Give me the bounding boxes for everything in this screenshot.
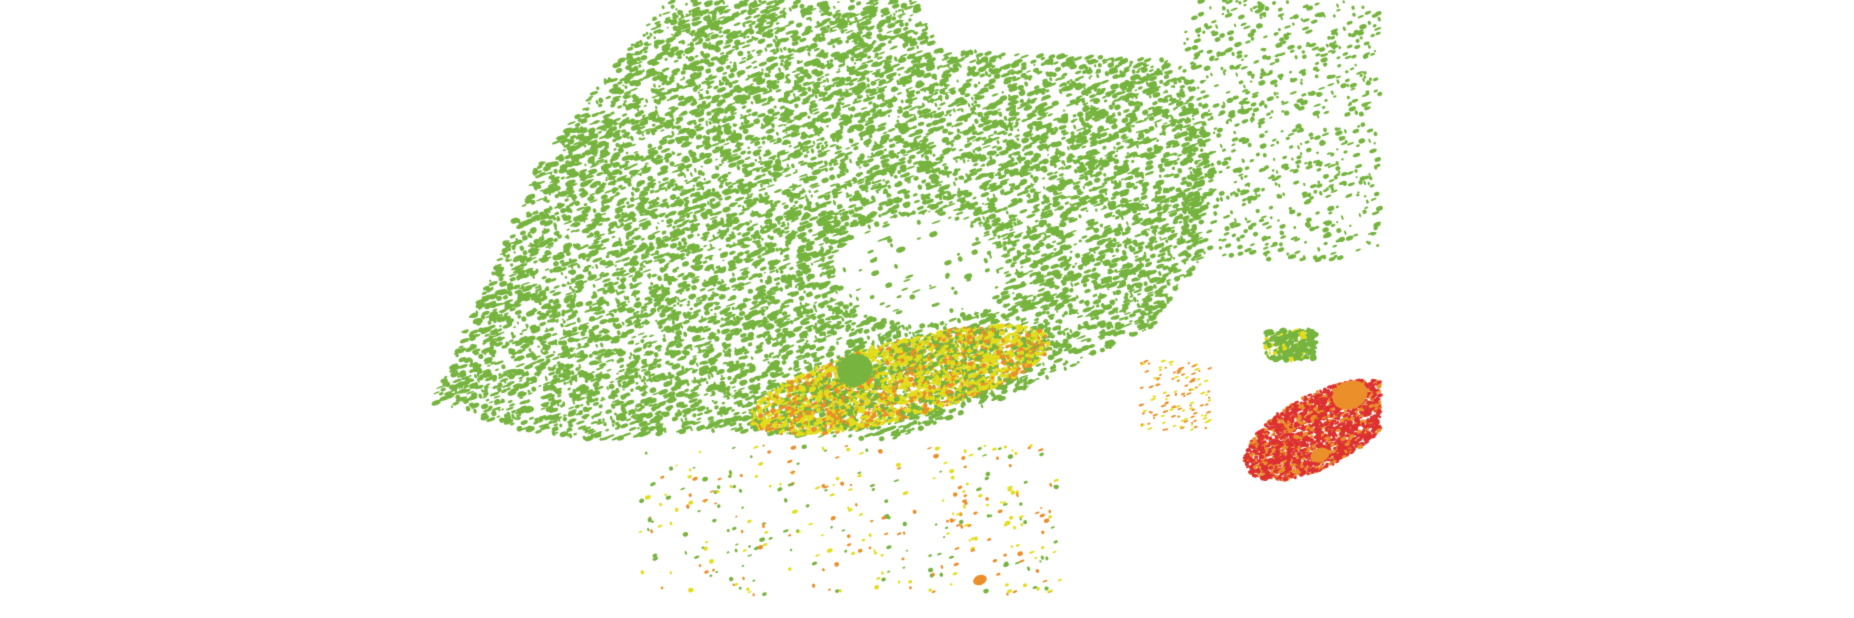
precipitation-map (0, 0, 1854, 618)
